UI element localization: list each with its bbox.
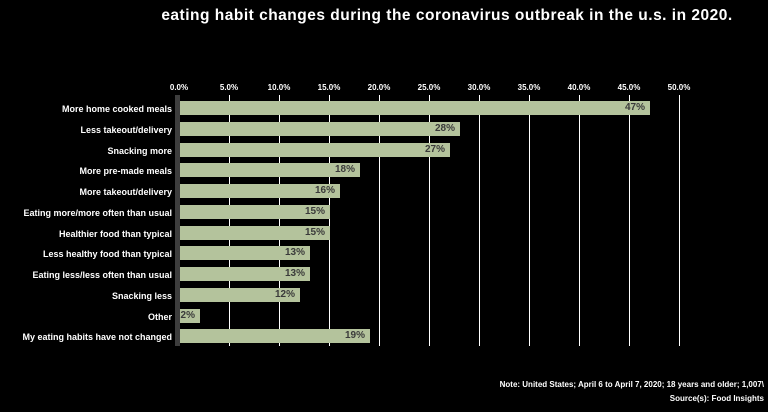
x-tick-label: 50.0% <box>667 83 691 92</box>
bar: 19% <box>180 329 370 344</box>
gridline <box>679 95 680 346</box>
x-tick-label: 25.0% <box>417 83 441 92</box>
category-label: Healthier food than typical <box>58 228 172 239</box>
chart-source: Source(s): Food Insights <box>669 394 764 403</box>
bar: 47% <box>180 101 650 115</box>
x-tick-label: 5.0% <box>219 83 239 92</box>
chart-note: Note: United States; April 6 to April 7,… <box>499 380 764 389</box>
gridline <box>529 95 530 346</box>
bar: 15% <box>180 204 330 219</box>
y-axis-line <box>175 95 180 346</box>
gridline <box>329 95 330 346</box>
bar: 13% <box>180 246 310 261</box>
x-tick-label: 20.0% <box>367 83 391 92</box>
gridline <box>429 95 430 346</box>
bar-value-label: 16% <box>314 185 335 196</box>
bar-value-label: 15% <box>304 205 325 217</box>
gridline <box>379 95 380 346</box>
category-label: Snacking more <box>107 145 172 156</box>
category-label: Eating less/less often than usual <box>32 270 172 280</box>
bar: 2% <box>180 308 200 323</box>
bar-value-label: 19% <box>344 330 365 342</box>
bar-value-label: 47% <box>624 102 645 113</box>
x-tick-label: 40.0% <box>567 83 591 92</box>
gridline <box>629 95 630 346</box>
bar: 16% <box>180 184 340 198</box>
category-label: More takeout/delivery <box>79 187 172 197</box>
bar-value-label: 13% <box>284 268 305 279</box>
bar: 15% <box>180 225 330 240</box>
category-label: Eating more/more often than usual <box>23 207 172 218</box>
x-tick-label: 10.0% <box>267 83 291 92</box>
chart-title: eating habit changes during the coronavi… <box>161 7 733 24</box>
bar-value-label: 2% <box>180 309 195 321</box>
bar-value-label: 27% <box>424 143 445 155</box>
bar-value-label: 28% <box>434 122 455 134</box>
x-tick-label: 45.0% <box>617 83 641 92</box>
bar-value-label: 18% <box>334 164 355 176</box>
x-tick-label: 30.0% <box>467 83 491 92</box>
category-label: Less takeout/delivery <box>80 124 172 135</box>
bar: 28% <box>180 121 460 136</box>
category-label: More pre-made meals <box>79 166 172 177</box>
category-label: Other <box>147 311 172 322</box>
bar: 27% <box>180 142 450 157</box>
bar-value-label: 15% <box>304 226 325 238</box>
gridline <box>279 95 280 346</box>
gridline <box>479 95 480 346</box>
gridline <box>229 95 230 346</box>
x-tick-label: 15.0% <box>317 83 341 92</box>
bar: 18% <box>180 163 360 178</box>
category-label: Less healthy food than typical <box>42 249 172 260</box>
bar: 13% <box>180 267 310 281</box>
bar: 12% <box>180 287 300 302</box>
x-tick-label: 35.0% <box>517 83 541 92</box>
gridline <box>579 95 580 346</box>
x-tick-label: 0.0% <box>169 83 189 92</box>
category-label: More home cooked meals <box>61 104 172 114</box>
category-label: Snacking less <box>111 290 172 301</box>
category-label: My eating habits have not changed <box>22 332 172 343</box>
bar-value-label: 12% <box>274 288 295 300</box>
bar-value-label: 13% <box>284 247 305 259</box>
